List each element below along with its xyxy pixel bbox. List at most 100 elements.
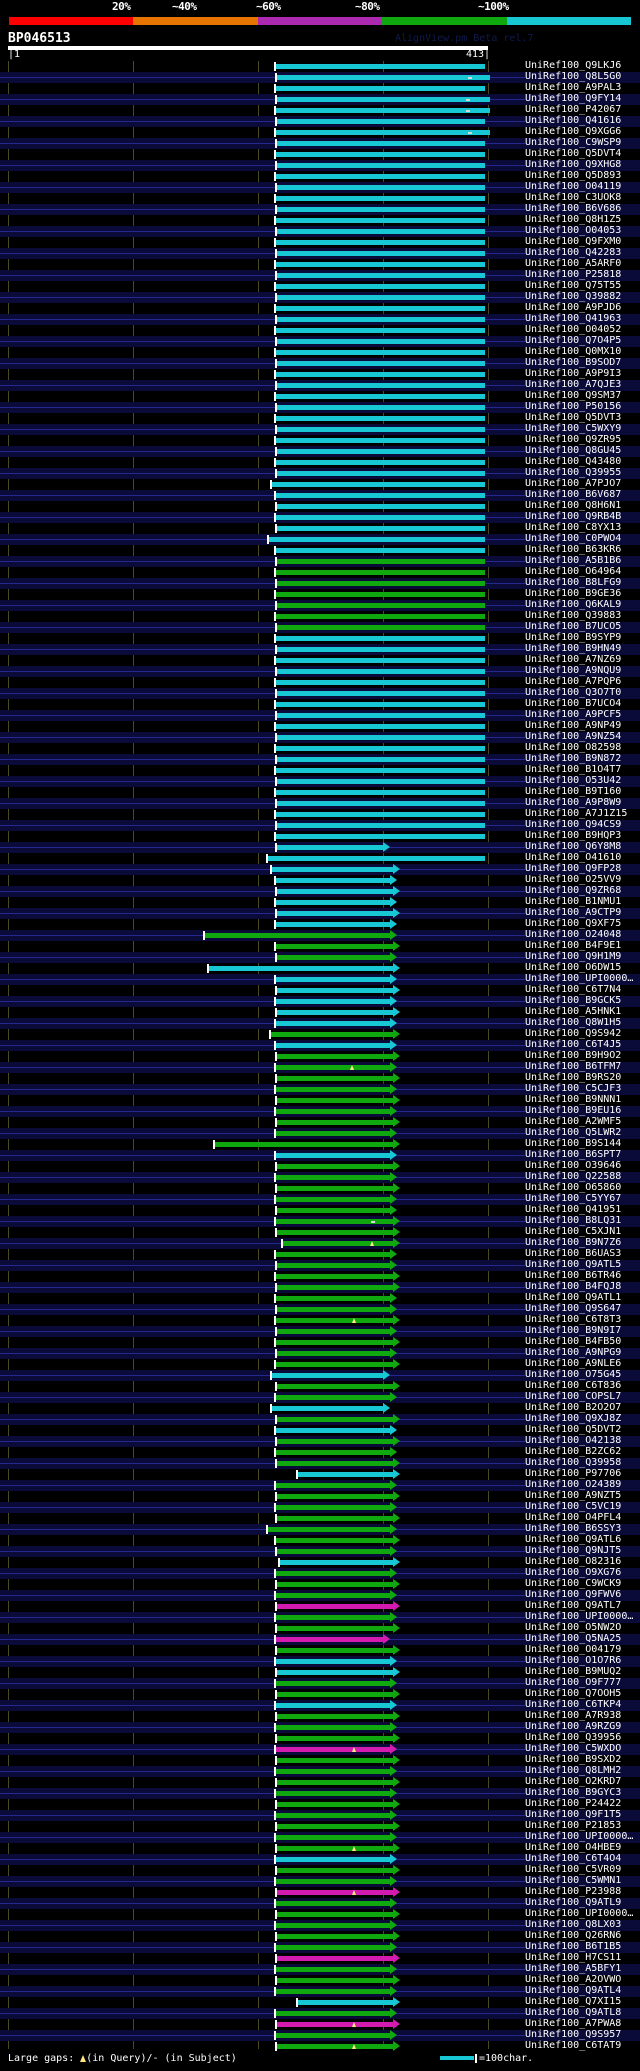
hit-label[interactable]: UniRef100_B9GCK5 — [525, 995, 622, 1006]
hit-label[interactable]: UniRef100_Q5NA25 — [525, 1633, 622, 1644]
alignment-row[interactable]: UniRef100_Q9XJ8Z — [0, 1413, 640, 1425]
alignment-row[interactable]: UniRef100_O65860 — [0, 1182, 640, 1194]
alignment-row[interactable]: UniRef100_Q9ATL1 — [0, 1292, 640, 1304]
alignment-row[interactable]: UniRef100_Q9ATL7 — [0, 1600, 640, 1612]
hit-label[interactable]: UniRef100_A7J1Z15 — [525, 808, 628, 819]
hsp-bar[interactable] — [276, 1502, 397, 1512]
alignment-row[interactable]: UniRef100_A9P9I3 — [0, 368, 640, 380]
alignment-row[interactable]: UniRef100_A9NZT5 — [0, 1490, 640, 1502]
alignment-row[interactable]: UniRef100_B9GCK5 — [0, 995, 640, 1007]
hsp-bar[interactable] — [272, 1403, 390, 1413]
alignment-row[interactable]: UniRef100_O04053 — [0, 225, 640, 237]
alignment-row[interactable]: UniRef100_Q0MX10 — [0, 346, 640, 358]
hit-label[interactable]: UniRef100_Q22588 — [525, 1171, 622, 1182]
hsp-bar[interactable] — [276, 262, 485, 267]
hit-label[interactable]: UniRef100_Q9XGG6 — [525, 126, 622, 137]
hit-label[interactable]: UniRef100_B9T160 — [525, 786, 622, 797]
hsp-bar[interactable] — [277, 1073, 400, 1083]
hsp-bar[interactable] — [276, 350, 485, 355]
alignment-row[interactable]: UniRef100_B1NMU1 — [0, 896, 640, 908]
hit-label[interactable]: UniRef100_A9NZ54 — [525, 731, 622, 742]
alignment-row[interactable]: UniRef100_A9NZ54 — [0, 731, 640, 743]
hsp-bar[interactable] — [272, 482, 485, 487]
hsp-bar[interactable] — [276, 1744, 397, 1754]
hit-label[interactable]: UniRef100_A2OVWO — [525, 1974, 622, 1985]
hit-label[interactable]: UniRef100_C5VR09 — [525, 1864, 622, 1875]
alignment-row[interactable]: UniRef100_Q75T55 — [0, 280, 640, 292]
alignment-row[interactable]: UniRef100_Q9ATL8 — [0, 2007, 640, 2019]
alignment-row[interactable]: UniRef100_P24422 — [0, 1798, 640, 1810]
hsp-bar[interactable] — [277, 1227, 400, 1237]
alignment-row[interactable]: UniRef100_B7UCO4 — [0, 698, 640, 710]
hsp-bar[interactable] — [277, 757, 485, 762]
hsp-bar[interactable] — [276, 1315, 400, 1325]
hsp-bar[interactable] — [276, 1986, 397, 1996]
hsp-bar[interactable] — [276, 702, 485, 707]
hsp-bar[interactable] — [277, 1667, 400, 1677]
hit-label[interactable]: UniRef100_C6T836 — [525, 1380, 622, 1391]
alignment-row[interactable]: UniRef100_Q5DVT2 — [0, 1424, 640, 1436]
hit-label[interactable]: UniRef100_A9PJD6 — [525, 302, 622, 313]
hit-label[interactable]: UniRef100_Q6KAL9 — [525, 599, 622, 610]
hsp-bar[interactable] — [277, 317, 485, 322]
alignment-row[interactable]: UniRef100_B9N7Z6 — [0, 1237, 640, 1249]
alignment-row[interactable]: UniRef100_C6T836 — [0, 1380, 640, 1392]
hit-label[interactable]: UniRef100_O4HBE9 — [525, 1842, 622, 1853]
hit-label[interactable]: UniRef100_B6TFM7 — [525, 1061, 622, 1072]
hsp-bar[interactable] — [277, 669, 485, 674]
hit-label[interactable]: UniRef100_Q8LX03 — [525, 1919, 622, 1930]
alignment-row[interactable]: UniRef100_O39646 — [0, 1160, 640, 1172]
alignment-row[interactable]: UniRef100_Q8GU45 — [0, 445, 640, 457]
hit-label[interactable]: UniRef100_A9NQU9 — [525, 665, 622, 676]
alignment-row[interactable]: UniRef100_UPI0000… — [0, 1611, 640, 1623]
alignment-row[interactable]: UniRef100_P21853 — [0, 1820, 640, 1832]
alignment-row[interactable]: UniRef100_Q39883 — [0, 610, 640, 622]
alignment-row[interactable]: UniRef100_Q6Y8M8 — [0, 841, 640, 853]
hsp-bar[interactable] — [276, 1150, 397, 1160]
hsp-bar[interactable] — [277, 427, 485, 432]
hit-label[interactable]: UniRef100_B9H9O2 — [525, 1050, 622, 1061]
alignment-row[interactable]: UniRef100_Q7OOH5 — [0, 1688, 640, 1700]
alignment-row[interactable]: UniRef100_B4F9E1 — [0, 940, 640, 952]
hsp-bar[interactable] — [276, 64, 485, 69]
hit-label[interactable]: UniRef100_P42067 — [525, 104, 622, 115]
hsp-bar[interactable] — [276, 746, 485, 751]
hsp-bar[interactable] — [277, 713, 485, 718]
alignment-row[interactable]: UniRef100_O5NW2O — [0, 1622, 640, 1634]
hit-label[interactable]: UniRef100_Q39883 — [525, 610, 622, 621]
hsp-bar[interactable] — [277, 1821, 400, 1831]
hsp-bar[interactable] — [276, 1590, 397, 1600]
hsp-bar[interactable] — [276, 812, 485, 817]
hsp-bar[interactable] — [276, 218, 485, 223]
alignment-row[interactable]: UniRef100_Q3O7T0 — [0, 687, 640, 699]
alignment-row[interactable]: UniRef100_Q9S647 — [0, 1303, 640, 1315]
alignment-row[interactable]: UniRef100_Q9ZR68 — [0, 885, 640, 897]
hit-label[interactable]: UniRef100_B9HQP3 — [525, 830, 622, 841]
hit-label[interactable]: UniRef100_Q26RN6 — [525, 1930, 622, 1941]
hit-label[interactable]: UniRef100_H7CS11 — [525, 1952, 622, 1963]
hit-label[interactable]: UniRef100_Q9S942 — [525, 1028, 622, 1039]
alignment-row[interactable]: UniRef100_A5HNK1 — [0, 1006, 640, 1018]
hit-label[interactable]: UniRef100_Q75T55 — [525, 280, 622, 291]
alignment-row[interactable]: UniRef100_B9T160 — [0, 786, 640, 798]
hit-label[interactable]: UniRef100_B6SPT7 — [525, 1149, 622, 1160]
hit-label[interactable]: UniRef100_O82316 — [525, 1556, 622, 1567]
hsp-bar[interactable] — [272, 864, 400, 874]
hit-label[interactable]: UniRef100_C5WXDO — [525, 1743, 622, 1754]
alignment-row[interactable]: UniRef100_C5WMN1 — [0, 1875, 640, 1887]
hsp-bar[interactable] — [276, 1898, 397, 1908]
hit-label[interactable]: UniRef100_Q9ATL7 — [525, 1600, 622, 1611]
hit-label[interactable]: UniRef100_B9GE36 — [525, 588, 622, 599]
hit-label[interactable]: UniRef100_B1NMU1 — [525, 896, 622, 907]
hit-label[interactable]: UniRef100_Q9FY14 — [525, 93, 622, 104]
hit-label[interactable]: UniRef100_A9NP49 — [525, 720, 622, 731]
hsp-bar[interactable] — [277, 1007, 400, 1017]
hit-label[interactable]: UniRef100_Q8H6N1 — [525, 500, 622, 511]
hsp-bar[interactable] — [276, 658, 485, 663]
hit-label[interactable]: UniRef100_B6T1B5 — [525, 1941, 622, 1952]
hit-label[interactable]: UniRef100_B9SYP9 — [525, 632, 622, 643]
hsp-bar[interactable] — [276, 919, 397, 929]
alignment-row[interactable]: UniRef100_A5BFY1 — [0, 1963, 640, 1975]
alignment-row[interactable]: UniRef100_C0PWO4 — [0, 533, 640, 545]
alignment-row[interactable]: UniRef100_UPI0000… — [0, 1908, 640, 1920]
